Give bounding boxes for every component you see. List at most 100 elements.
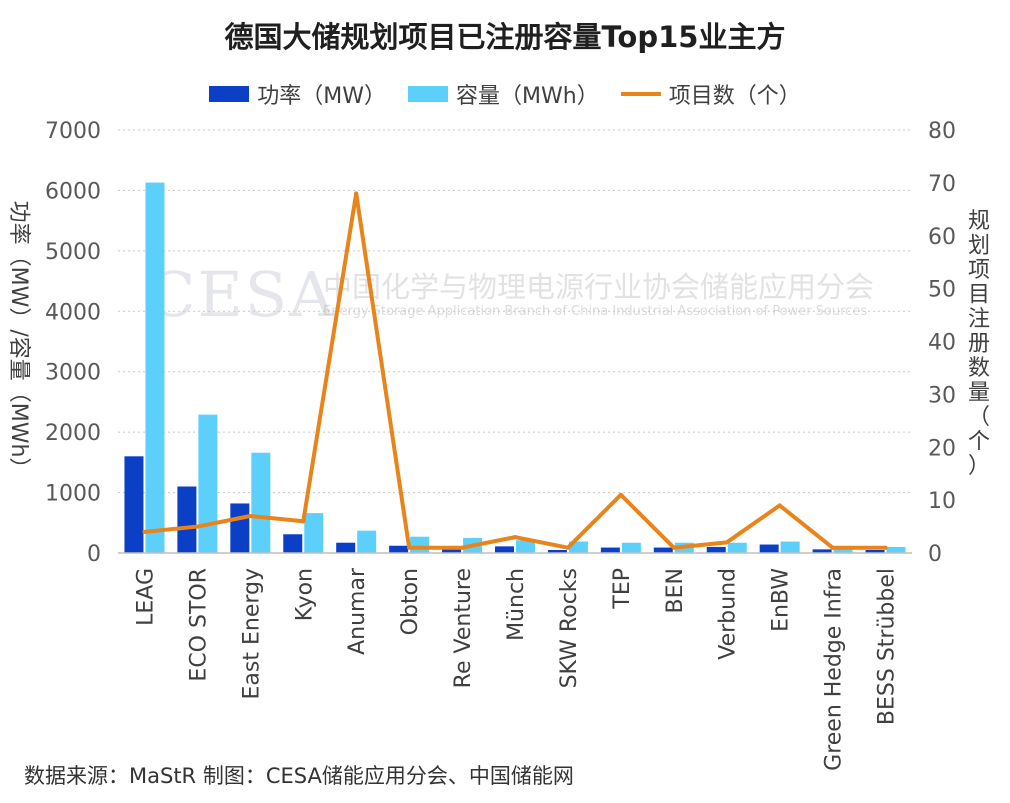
legend-item-capacity[interactable]: 容量（MWh） xyxy=(408,78,599,110)
bar-power xyxy=(177,486,197,553)
project-count-point xyxy=(248,513,253,518)
y2-tick-label: 50 xyxy=(928,278,956,303)
category-label: East Energy xyxy=(239,568,264,699)
bar-capacity xyxy=(621,542,641,553)
project-count-point xyxy=(671,545,676,550)
bar-power xyxy=(812,549,832,553)
y2-axis-title-char: 册 xyxy=(968,332,990,357)
legend-swatch-power xyxy=(209,86,250,102)
y-axis-title: 功率（MW）/容量（MWh） xyxy=(6,201,31,480)
bars xyxy=(124,182,906,553)
y-tick-label: 2000 xyxy=(45,421,101,446)
source-note: 数据来源：MaStR 制图：CESA储能应用分会、中国储能网 xyxy=(24,764,574,788)
legend: 功率（MW） 容量（MWh） 项目数（个） xyxy=(0,78,1010,110)
y-tick-label: 6000 xyxy=(45,179,101,204)
y2-axis-title-char: 数 xyxy=(968,356,990,381)
bar-capacity xyxy=(410,536,430,553)
project-count-point xyxy=(195,524,200,529)
y2-tick-label: 0 xyxy=(928,542,942,567)
project-count-point xyxy=(460,545,465,550)
legend-label-power: 功率（MW） xyxy=(257,84,387,109)
bar-power xyxy=(600,547,620,553)
y2-tick-label: 10 xyxy=(928,489,956,514)
bar-power xyxy=(547,549,567,553)
y2-tick-label: 70 xyxy=(928,172,956,197)
bar-power xyxy=(230,503,250,553)
category-label: SKW Rocks xyxy=(557,568,582,688)
category-label: Re Venture xyxy=(451,568,476,688)
legend-item-power[interactable]: 功率（MW） xyxy=(209,78,386,110)
project-count-point xyxy=(724,540,729,545)
y2-tick-label: 20 xyxy=(928,436,956,461)
chart-title: 德国大储规划项目已注册容量Top15业主方 xyxy=(224,20,786,54)
project-count-point xyxy=(513,535,517,540)
legend-swatch-projects xyxy=(620,92,661,96)
category-label: ECO STOR xyxy=(186,568,211,682)
bar-capacity xyxy=(833,547,853,553)
left-axis-ticks: 0 1000 2000 3000 4000 5000 6000 7000 xyxy=(45,119,101,567)
bar-capacity xyxy=(198,414,218,553)
project-count-point xyxy=(830,545,835,550)
y2-tick-label: 80 xyxy=(928,119,956,144)
y-tick-label: 4000 xyxy=(45,300,101,325)
y-tick-label: 0 xyxy=(87,542,101,567)
project-count-point xyxy=(301,519,306,524)
left-axis-title: 功率（MW）/容量（MWh） xyxy=(6,201,31,480)
bar-power xyxy=(865,549,885,553)
category-label: TEP xyxy=(610,568,635,610)
y2-tick-label: 30 xyxy=(928,383,956,408)
bar-power xyxy=(124,456,144,553)
category-label: Green Hedge Infra xyxy=(822,568,847,771)
bar-power xyxy=(706,546,726,553)
bar-capacity xyxy=(886,546,906,553)
category-label: Obton xyxy=(398,568,423,635)
category-label: Kyon xyxy=(292,568,317,621)
y2-axis-title-char: 目 xyxy=(968,283,990,308)
bar-power xyxy=(442,547,462,553)
category-label: EnBW xyxy=(769,568,794,632)
legend-item-projects[interactable]: 项目数（个） xyxy=(620,78,801,110)
y2-axis-title-char: 划 xyxy=(968,234,990,259)
project-count-point xyxy=(354,191,359,196)
y-tick-label: 3000 xyxy=(45,361,101,386)
y2-axis-title-char: 项 xyxy=(968,258,990,283)
project-count-point xyxy=(618,492,623,497)
y2-axis-title-char: 个 xyxy=(968,430,990,455)
legend-label-projects: 项目数（个） xyxy=(668,84,801,109)
y2-axis-title-char: 规 xyxy=(968,209,990,234)
y2-axis-title-char: （ xyxy=(968,405,990,430)
legend-label-capacity: 容量（MWh） xyxy=(456,84,599,109)
y-tick-label: 1000 xyxy=(45,482,101,507)
bar-power xyxy=(336,542,356,553)
project-count-point xyxy=(565,545,570,550)
bar-capacity xyxy=(304,513,324,553)
y-tick-label: 5000 xyxy=(45,240,101,265)
y2-axis-title-char: ） xyxy=(968,454,990,479)
category-label: LEAG xyxy=(133,568,158,626)
category-label: Verbund xyxy=(716,568,741,660)
y-tick-label: 7000 xyxy=(45,119,101,144)
category-label: BEN xyxy=(663,568,688,613)
bar-power xyxy=(283,534,303,553)
y2-tick-label: 40 xyxy=(928,331,956,356)
project-count-point xyxy=(883,545,888,550)
bar-capacity xyxy=(727,542,747,553)
bar-capacity xyxy=(568,541,588,553)
gridlines xyxy=(118,129,912,494)
bar-capacity xyxy=(516,540,535,553)
project-count-line xyxy=(142,191,888,550)
category-label: BESS Strübbel xyxy=(875,568,900,725)
project-count-point xyxy=(142,529,147,534)
bar-power xyxy=(759,544,779,553)
category-label: Anumar xyxy=(345,567,370,655)
bar-power xyxy=(653,547,673,553)
right-axis-title: 规划项目注册数量（个） xyxy=(968,209,990,479)
category-label: Münch xyxy=(504,568,529,641)
bar-capacity xyxy=(357,530,377,553)
bar-power xyxy=(495,546,514,553)
project-count-point xyxy=(407,545,412,550)
legend-swatch-capacity xyxy=(408,86,449,102)
category-labels: LEAG ECO STOR East Energy Kyon Anumar Obton Re… xyxy=(133,567,899,771)
bar-capacity xyxy=(780,541,800,553)
